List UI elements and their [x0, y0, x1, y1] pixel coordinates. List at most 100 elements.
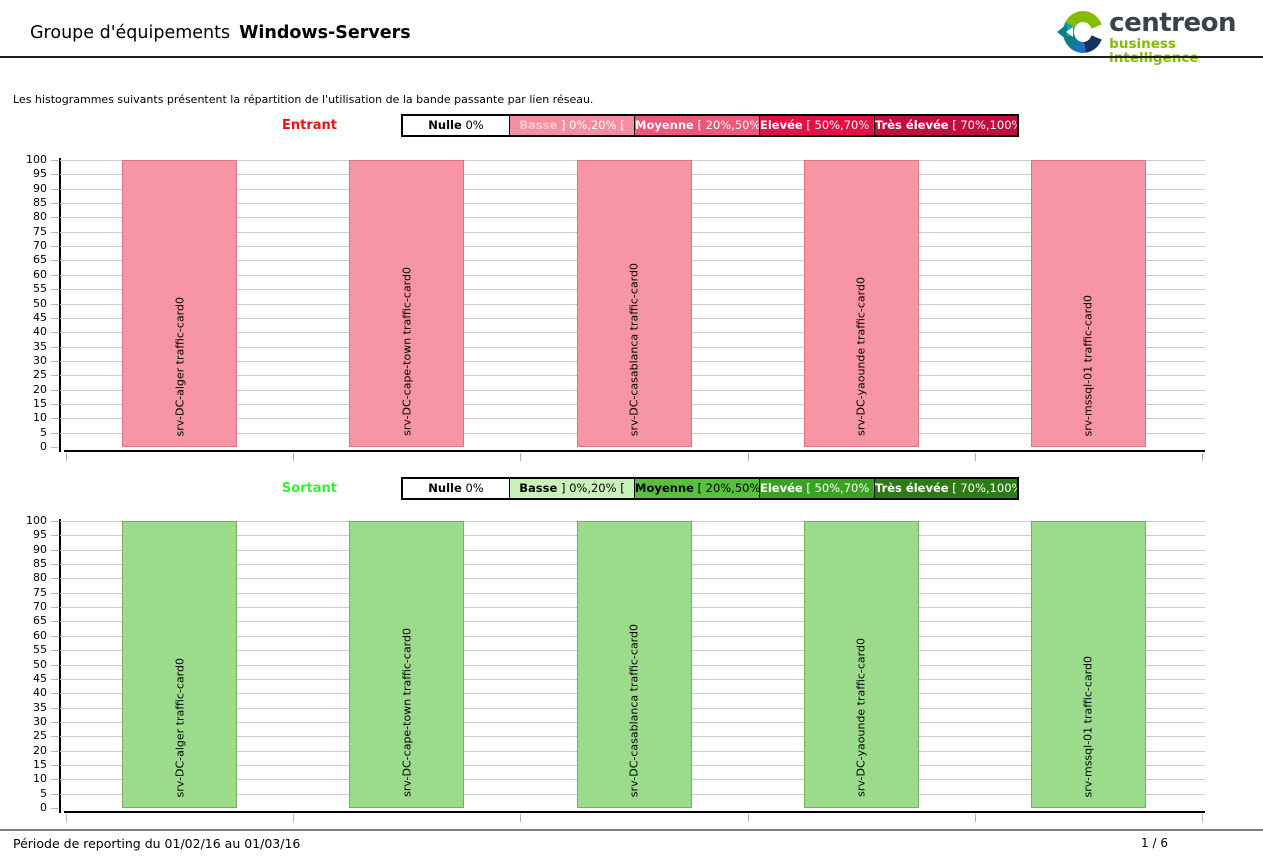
y-tick-mark [51, 231, 58, 233]
bar-label: srv-mssql-01 traffic-card0 [1081, 294, 1095, 436]
legend-cell-tres-elevee: Très élevée [ 70%,100% ] [875, 479, 1017, 498]
y-tick-label: 55 [33, 643, 47, 657]
legend-cell-name: Nulle [428, 481, 462, 495]
y-tick-mark [51, 521, 58, 522]
y-tick-label: 75 [33, 585, 47, 599]
y-tick-label: 85 [33, 196, 47, 210]
bar-label: srv-mssql-01 traffic-card0 [1081, 655, 1095, 797]
y-tick-label: 65 [33, 253, 47, 267]
y-tick-mark [51, 274, 58, 276]
y-tick-label: 50 [33, 296, 47, 310]
bar-srv-mssql-01 traffic-card0: srv-mssql-01 traffic-card0 [1030, 160, 1146, 447]
y-tick-label: 85 [33, 557, 47, 571]
y-tick-mark [51, 592, 58, 594]
plot-area: srv-DC-alger traffic-card0 srv-DC-cape-to… [60, 521, 1205, 808]
y-axis-line [59, 519, 61, 813]
x-axis-tick [520, 453, 522, 461]
centreon-logo: centreon business intelligence [1057, 10, 1263, 66]
sortant-section: Sortant Nulle 0% Basse ] 0%,20% [Moyenne … [0, 477, 1263, 837]
x-axis-line [64, 811, 1205, 813]
y-axis: 0 5 10 15 20 25 30 35 40 45 50 55 60 65 70 75 80 85 90 95 10… [0, 514, 60, 814]
x-axis-ticks [60, 814, 1205, 823]
y-tick-label: 90 [33, 181, 47, 195]
intro-text: Les histogrammes suivants présentent la … [13, 93, 594, 106]
y-tick-label: 40 [33, 686, 47, 700]
x-axis-tick [66, 814, 67, 822]
x-axis-tick [1202, 814, 1203, 822]
bar-srv-mssql-01 traffic-card0: srv-mssql-01 traffic-card0 [1030, 521, 1146, 808]
plot-area: srv-DC-alger traffic-card0 srv-DC-cape-to… [60, 160, 1205, 447]
x-axis-tick [293, 453, 295, 461]
y-tick-label: 20 [33, 382, 47, 396]
y-tick-mark [51, 160, 58, 161]
y-tick-mark [51, 678, 58, 680]
y-tick-label: 70 [33, 239, 47, 253]
y-tick-label: 0 [40, 440, 47, 453]
legend-cell-range: [ 50%,70% [ [802, 481, 875, 495]
x-axis-tick [1202, 453, 1203, 461]
y-tick-mark [51, 389, 58, 391]
title-group-name: Windows-Servers [239, 23, 411, 43]
y-tick-mark [51, 607, 58, 609]
y-tick-mark [51, 793, 58, 795]
centreon-c-icon [1057, 11, 1104, 53]
legend-cell-name: Basse [519, 481, 558, 495]
bar-label: srv-DC-yaounde traffic-card0 [854, 638, 868, 797]
x-axis-tick [293, 814, 295, 822]
legend-cell-range: 0% [461, 481, 484, 495]
x-axis-tick [747, 814, 749, 822]
y-tick-label: 35 [33, 700, 47, 714]
y-tick-mark [51, 564, 58, 566]
y-tick-mark [51, 174, 58, 176]
y-tick-label: 60 [33, 628, 47, 642]
bar-srv-DC-casablanca traffic-card0: srv-DC-casablanca traffic-card0 [576, 160, 692, 447]
reporting-period: Période de reporting du 01/02/16 au 01/0… [13, 836, 301, 851]
y-tick-mark [51, 332, 58, 334]
bar-srv-DC-cape-town traffic-card0: srv-DC-cape-town traffic-card0 [349, 160, 465, 447]
y-tick-mark [51, 246, 58, 248]
y-tick-mark [51, 721, 58, 723]
legend-cell-name: Basse [519, 118, 558, 132]
y-tick-label: 20 [33, 743, 47, 757]
y-tick-mark [51, 346, 58, 348]
y-tick-label: 100 [26, 153, 47, 166]
legend-cell-basse: Basse ] 0%,20% [ [510, 479, 635, 498]
bar-label: srv-DC-casablanca traffic-card0 [627, 262, 641, 436]
y-tick-label: 15 [33, 757, 47, 771]
legend-cell-tres-elevee: Très élevée [ 70%,100% ] [875, 116, 1017, 135]
y-tick-label: 70 [33, 600, 47, 614]
y-tick-mark [51, 260, 58, 262]
title-prefix: Groupe d'équipements [30, 23, 231, 43]
y-tick-mark [51, 635, 58, 637]
x-axis-line [64, 450, 1205, 452]
y-tick-mark [51, 693, 58, 695]
y-tick-label: 5 [40, 786, 47, 800]
legend-cell-range: [ 70%,100% ] [952, 481, 1017, 495]
y-tick-mark [51, 203, 58, 205]
y-tick-label: 0 [40, 801, 47, 814]
y-tick-label: 35 [33, 339, 47, 353]
bar-label: srv-DC-alger traffic-card0 [173, 296, 187, 436]
bar-srv-DC-cape-town traffic-card0: srv-DC-cape-town traffic-card0 [349, 521, 465, 808]
bar-srv-DC-casablanca traffic-card0: srv-DC-casablanca traffic-card0 [576, 521, 692, 808]
y-tick-label: 95 [33, 167, 47, 181]
y-tick-label: 90 [33, 542, 47, 556]
logo-text: centreon business intelligence [1109, 10, 1263, 66]
entrant-section: Entrant Nulle 0% Basse ] 0%,20% [Moyenne … [0, 114, 1263, 474]
y-tick-label: 100 [26, 514, 47, 527]
logo-tagline: business intelligence [1109, 36, 1199, 66]
y-tick-label: 95 [33, 528, 47, 542]
y-tick-label: 75 [33, 224, 47, 238]
x-axis-tick [66, 453, 67, 461]
legend-cell-name: Très élevée [875, 481, 949, 495]
y-tick-mark [51, 418, 58, 420]
legend-cell-nulle: Nulle 0% [403, 116, 510, 135]
bar-label: srv-DC-casablanca traffic-card0 [627, 623, 641, 797]
legend-cell-range: ] 0%,20% [ [557, 118, 625, 132]
y-tick-mark [51, 403, 58, 405]
y-tick-label: 30 [33, 714, 47, 728]
x-axis-ticks [60, 453, 1205, 462]
entrant-label: Entrant [281, 118, 337, 133]
entrant-chart: 0 5 10 15 20 25 30 35 40 45 50 55 60 65 70 75 80 85 90 95 10… [0, 153, 1263, 461]
